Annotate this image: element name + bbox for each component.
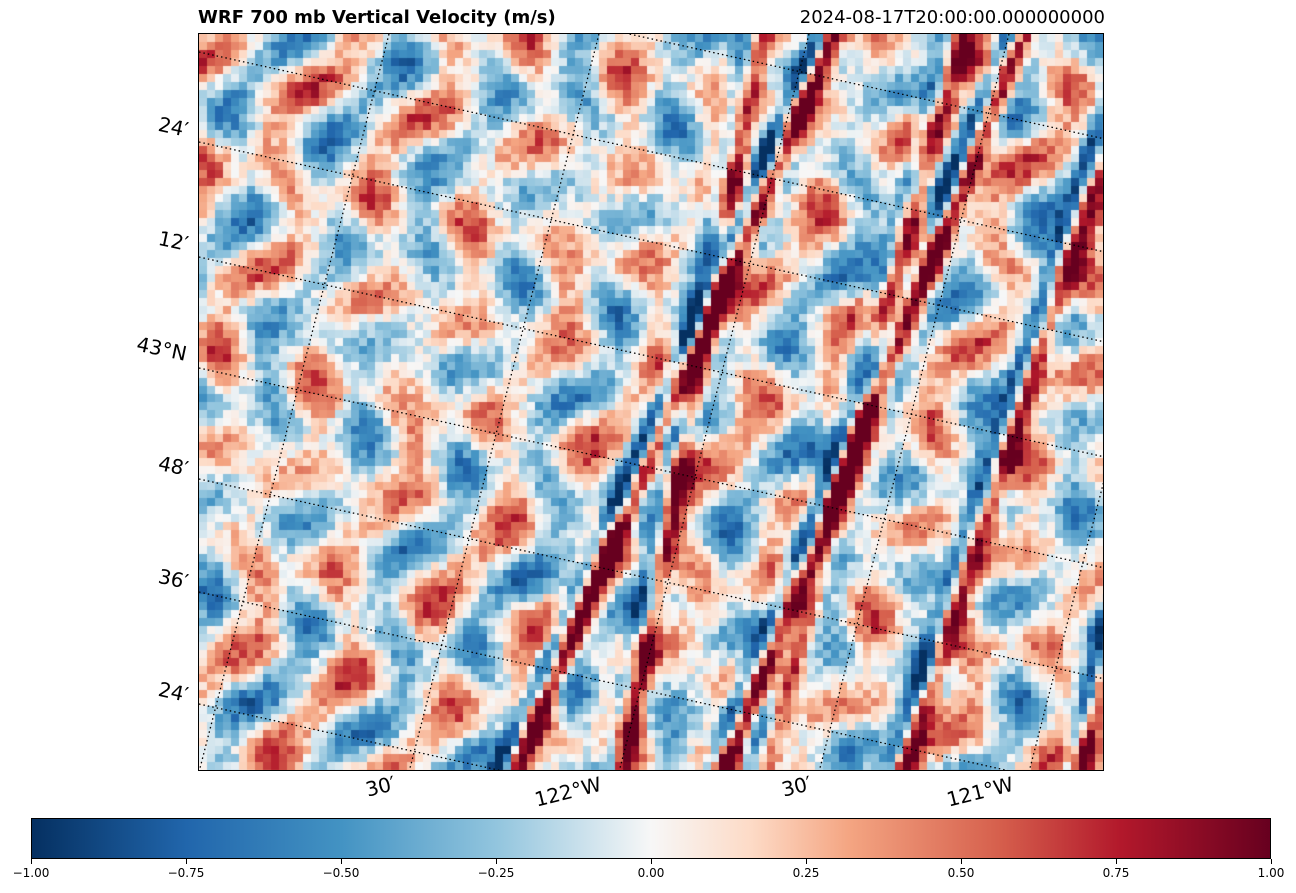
latitude-gridline xyxy=(199,141,1103,343)
latitude-gridline xyxy=(199,367,1103,569)
lat-label: 48′ xyxy=(156,451,191,481)
longitude-gridline xyxy=(408,34,600,770)
colorbar-tick-label: 0.00 xyxy=(637,866,665,880)
longitude-gridline xyxy=(618,34,810,770)
colorbar-tick xyxy=(805,859,807,864)
colorbar-tick xyxy=(30,859,32,864)
colorbar-tick xyxy=(1115,859,1117,864)
lon-label: 121°W xyxy=(944,771,1016,812)
colorbar-tick-label: 0.75 xyxy=(1102,866,1130,880)
colorbar-tick xyxy=(1270,859,1272,864)
latitude-gridline xyxy=(199,256,1103,458)
latitude-gridline xyxy=(626,34,1103,140)
lat-label: 43°N xyxy=(134,331,189,366)
chart-title: WRF 700 mb Vertical Velocity (m/s) xyxy=(198,7,556,28)
vertical-velocity-field xyxy=(199,34,1103,770)
colorbar-tick-label: −0.25 xyxy=(477,866,515,880)
colorbar-tick-label: 0.25 xyxy=(792,866,820,880)
latitude-gridline xyxy=(199,703,501,770)
lat-label: 24′ xyxy=(156,112,191,142)
lon-label: 30′ xyxy=(779,771,815,802)
latitude-gridline xyxy=(199,51,1103,253)
lat-label: 24′ xyxy=(156,677,191,707)
colorbar xyxy=(31,818,1271,859)
colorbar-tick-label: 1.00 xyxy=(1257,866,1285,880)
lat-label: 12′ xyxy=(156,226,191,256)
colorbar-tick-label: −0.50 xyxy=(322,866,360,880)
colorbar-tick xyxy=(185,859,187,864)
longitude-gridline xyxy=(1028,481,1103,770)
colorbar-tick-label: −0.75 xyxy=(167,866,205,880)
graticule xyxy=(199,34,1103,770)
lon-label: 122°W xyxy=(532,771,604,812)
lat-label: 36′ xyxy=(156,564,191,594)
valid-time: 2024-08-17T20:00:00.000000000 xyxy=(799,7,1105,28)
colorbar-tick xyxy=(960,859,962,864)
colorbar-tick xyxy=(340,859,342,864)
longitude-gridline xyxy=(199,34,390,770)
colorbar-tick xyxy=(495,859,497,864)
colorbar-tick xyxy=(650,859,652,864)
colorbar-tick-label: 0.50 xyxy=(947,866,975,880)
longitude-gridline xyxy=(818,34,1010,770)
map-plot-area xyxy=(198,33,1104,771)
lon-label: 30′ xyxy=(363,771,399,802)
colorbar-tick-label: −1.00 xyxy=(12,866,50,880)
latitude-gridline xyxy=(199,591,1009,770)
latitude-gridline xyxy=(199,478,1103,680)
